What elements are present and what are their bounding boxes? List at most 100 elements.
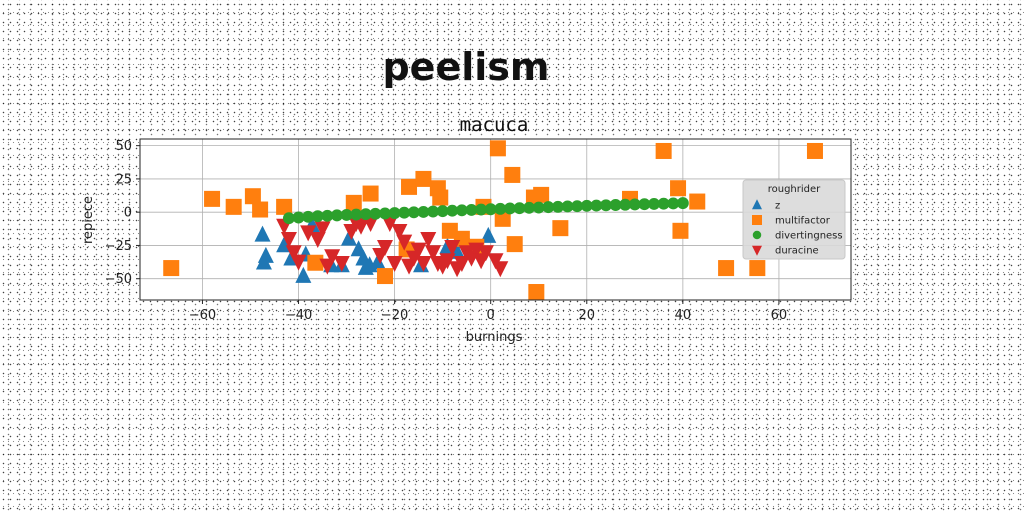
point-multifactor [506, 236, 523, 253]
point-duracine [439, 253, 456, 270]
x-tick-label: 60 [771, 308, 788, 323]
point-divertingness [561, 200, 574, 213]
plot-marks [163, 140, 823, 301]
legend-label-z: z [775, 201, 780, 212]
point-z [480, 226, 497, 243]
point-divertingness [513, 202, 526, 215]
series-multifactor [163, 140, 823, 301]
point-multifactor [345, 194, 362, 211]
point-multifactor [432, 189, 449, 206]
point-multifactor [718, 260, 735, 277]
point-duracine [492, 261, 509, 278]
legend-marker-multifactor [752, 215, 762, 225]
point-duracine [420, 231, 437, 248]
point-z [255, 253, 272, 270]
point-divertingness [503, 202, 516, 215]
point-multifactor [441, 222, 458, 239]
point-z [340, 229, 357, 246]
point-duracine [425, 245, 442, 262]
point-divertingness [436, 205, 449, 218]
point-multifactor [401, 178, 418, 195]
point-duracine [300, 225, 317, 242]
point-divertingness [676, 197, 689, 210]
x-axis-label: burnings [466, 330, 523, 345]
point-divertingness [359, 208, 372, 221]
point-divertingness [282, 212, 295, 225]
point-multifactor [655, 142, 672, 159]
x-tick-label: −20 [381, 308, 408, 323]
point-duracine [415, 255, 432, 272]
y-tick-label: −50 [105, 272, 132, 287]
plot-frame [139, 138, 852, 301]
legend: roughrider z multifactor divertingness dura… [742, 179, 846, 260]
point-duracine [377, 239, 394, 256]
point-divertingness [446, 204, 459, 217]
point-divertingness [321, 209, 334, 222]
point-divertingness [571, 200, 584, 213]
legend-box [742, 179, 846, 260]
point-divertingness [494, 202, 507, 215]
point-divertingness [552, 200, 564, 213]
point-multifactor [533, 186, 550, 203]
point-divertingness [580, 199, 593, 212]
point-divertingness [475, 203, 488, 216]
point-divertingness [379, 207, 391, 220]
point-divertingness [532, 201, 545, 214]
point-duracine [477, 245, 494, 262]
x-tick-label: 0 [487, 308, 495, 323]
point-multifactor [244, 188, 261, 205]
point-duracine [280, 231, 297, 248]
legend-label-duracine: duracine [775, 246, 819, 257]
point-divertingness [590, 199, 603, 212]
point-duracine [381, 216, 398, 233]
point-multifactor [204, 190, 221, 207]
point-divertingness [523, 201, 536, 214]
point-multifactor [362, 185, 379, 202]
point-divertingness [542, 201, 555, 214]
point-duracine [453, 255, 470, 272]
point-duracine [391, 224, 408, 241]
point-multifactor [489, 140, 506, 157]
point-duracine [444, 239, 461, 256]
legend-marker-duracine [752, 245, 762, 256]
point-multifactor [504, 166, 521, 183]
chart-title: macuca [460, 114, 529, 136]
point-divertingness [484, 203, 497, 216]
x-tick-label: 40 [675, 308, 692, 323]
point-duracine [309, 231, 326, 248]
point-z [369, 253, 386, 270]
point-duracine [352, 218, 369, 235]
series-divertingness [282, 197, 689, 225]
point-duracine [333, 255, 350, 272]
point-duracine [324, 249, 341, 266]
point-multifactor [415, 170, 432, 187]
point-multifactor [276, 198, 293, 215]
point-divertingness [465, 203, 478, 216]
point-multifactor [163, 260, 180, 277]
series-duracine [276, 216, 509, 278]
point-divertingness [388, 207, 401, 220]
y-tick-label: 50 [115, 139, 132, 154]
point-divertingness [600, 199, 612, 212]
point-duracine [396, 234, 413, 251]
legend-marker-divertingness [752, 230, 762, 240]
point-multifactor [749, 260, 766, 277]
point-duracine [410, 242, 427, 259]
point-multifactor [225, 198, 242, 215]
x-tick-label: −40 [285, 308, 312, 323]
x-tick-label: −60 [189, 308, 216, 323]
x-tick-label: 20 [579, 308, 596, 323]
point-multifactor [377, 268, 394, 285]
point-duracine [386, 255, 403, 272]
point-multifactor [689, 193, 706, 210]
point-multifactor [672, 222, 689, 239]
point-multifactor [670, 180, 687, 197]
point-divertingness [417, 205, 430, 218]
point-multifactor [494, 210, 511, 227]
point-z [295, 266, 312, 283]
point-z [254, 225, 271, 242]
point-duracine [290, 254, 307, 271]
axis-ticks: −60 −40 −20 0 20 40 60 −50 −25 0 25 50 [105, 139, 788, 323]
legend-label-multifactor: multifactor [775, 216, 831, 227]
